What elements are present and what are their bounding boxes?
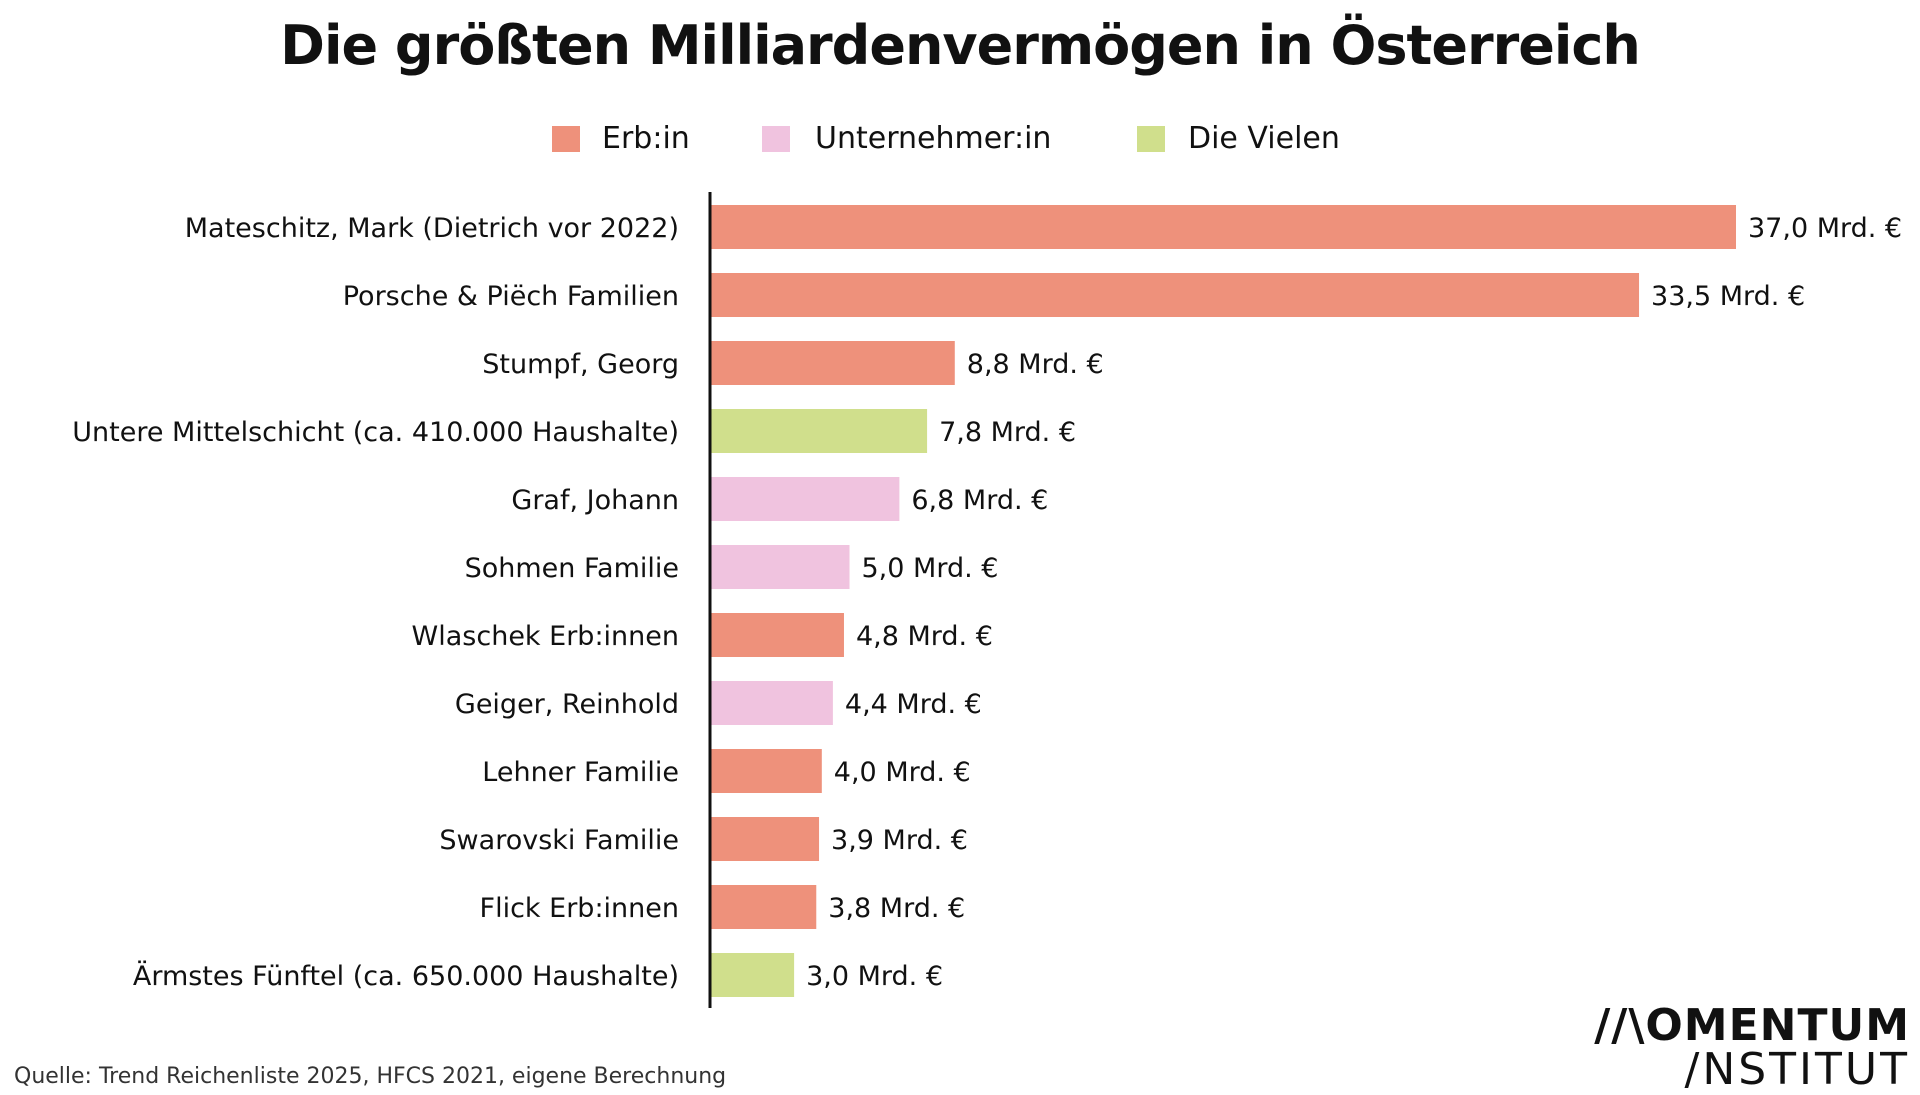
legend-swatch-unternehmerin [762, 126, 790, 152]
category-label-11: Ärmstes Fünftel (ca. 650.000 Haushalte) [133, 960, 679, 992]
value-label-5: 5,0 Mrd. € [862, 553, 999, 584]
bar-8 [711, 749, 822, 793]
bar-4 [711, 477, 900, 521]
bar-6 [711, 613, 844, 657]
legend-label-unternehmerin: Unternehmer:in [815, 121, 1052, 156]
category-label-3: Untere Mittelschicht (ca. 410.000 Hausha… [72, 417, 679, 448]
value-label-4: 6,8 Mrd. € [911, 485, 1048, 516]
legend-swatch-die-vielen [1137, 126, 1165, 152]
bar-7 [711, 681, 833, 725]
bar-3 [711, 409, 928, 453]
value-label-0: 37,0 Mrd. € [1748, 213, 1902, 244]
category-label-1: Porsche & Piëch Familien [343, 281, 679, 312]
category-label-7: Geiger, Reinhold [455, 689, 679, 720]
bar-9 [711, 817, 820, 861]
bar-11 [711, 953, 795, 997]
category-label-0: Mateschitz, Mark (Dietrich vor 2022) [185, 213, 679, 244]
bar-5 [711, 545, 850, 589]
value-label-3: 7,8 Mrd. € [939, 417, 1076, 448]
logo-institut: /NSTITUT [1684, 1044, 1910, 1095]
category-label-5: Sohmen Familie [465, 553, 679, 584]
category-label-4: Graf, Johann [511, 485, 679, 516]
legend-label-die-vielen: Die Vielen [1188, 121, 1340, 156]
value-label-9: 3,9 Mrd. € [831, 825, 968, 856]
bar-2 [711, 341, 955, 385]
logo-momentum: //\OMENTUM [1594, 1000, 1910, 1051]
category-label-6: Wlaschek Erb:innen [412, 621, 679, 652]
bar-10 [711, 885, 817, 929]
value-label-7: 4,4 Mrd. € [845, 689, 982, 720]
legend-label-erbin: Erb:in [602, 121, 690, 156]
value-label-11: 3,0 Mrd. € [806, 961, 943, 992]
category-label-10: Flick Erb:innen [480, 893, 679, 924]
value-label-6: 4,8 Mrd. € [856, 621, 993, 652]
bar-0 [711, 205, 1736, 249]
category-label-8: Lehner Familie [482, 757, 679, 788]
value-label-10: 3,8 Mrd. € [828, 893, 965, 924]
category-label-2: Stumpf, Georg [482, 349, 679, 380]
value-label-2: 8,8 Mrd. € [967, 349, 1104, 380]
legend-swatch-erbin [552, 126, 580, 152]
category-label-9: Swarovski Familie [439, 825, 679, 856]
bar-1 [711, 273, 1640, 317]
value-label-8: 4,0 Mrd. € [834, 757, 971, 788]
value-label-1: 33,5 Mrd. € [1651, 281, 1805, 312]
chart-title: Die größten Milliardenvermögen in Österr… [280, 14, 1641, 77]
source-note: Quelle: Trend Reichenliste 2025, HFCS 20… [14, 1064, 727, 1089]
